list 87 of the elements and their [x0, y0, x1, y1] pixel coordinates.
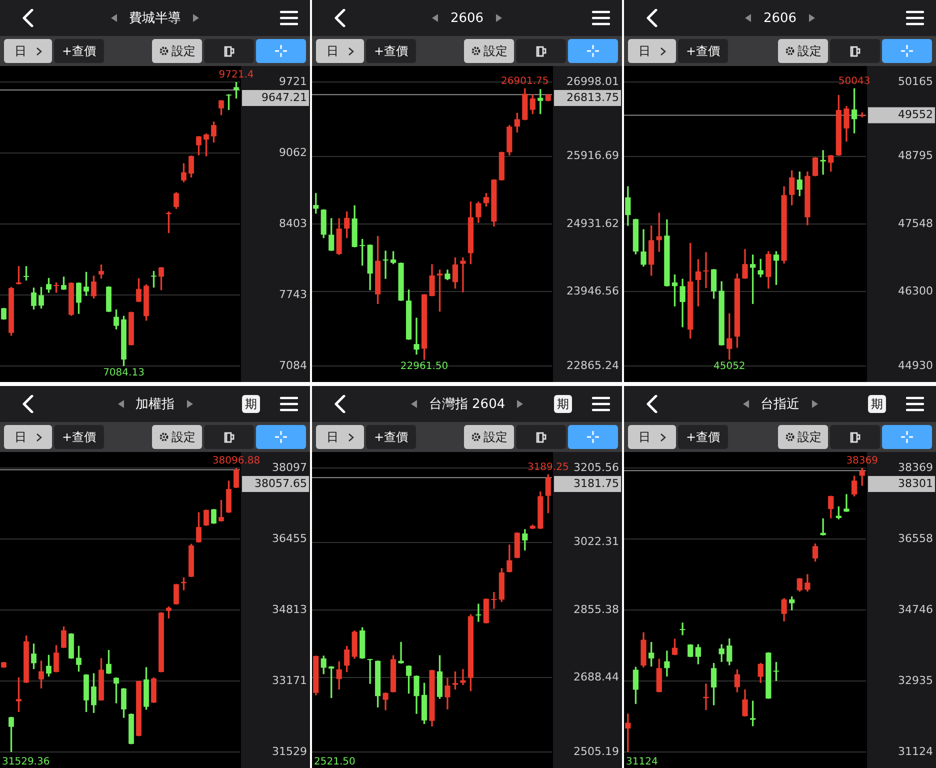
chart-title: 2606 — [763, 10, 797, 26]
text: 日 — [14, 42, 26, 60]
annotation: 22961.50 — [400, 360, 448, 372]
candlestick — [367, 658, 373, 684]
text: 設定 — [798, 428, 822, 446]
annotation: 9721.4 — [218, 70, 254, 81]
y-tick-label: 24931.62 — [566, 216, 619, 230]
y-tick-label: 34813 — [272, 602, 307, 616]
y-tick-label: 48795 — [898, 149, 933, 162]
text: 設定 — [798, 42, 822, 60]
y-tick-label: 26998.01 — [566, 74, 619, 88]
candlestick — [664, 650, 670, 677]
annotation: 50043 — [838, 76, 870, 88]
y-tick-label: 9721 — [279, 74, 307, 88]
text: 期 — [242, 395, 260, 413]
text: +查價 — [62, 42, 96, 60]
y-tick-label: 38097 — [272, 460, 307, 474]
y-tick-label: 36558 — [898, 532, 933, 545]
text: +查價 — [62, 428, 96, 446]
candlestick — [491, 592, 497, 609]
annotation: 38369 — [846, 456, 878, 467]
candlestick — [844, 494, 850, 512]
text: 2521.50 — [314, 756, 356, 768]
text: 31529.36 — [2, 756, 50, 768]
y-tick-label: 23946.56 — [566, 284, 619, 298]
text: 設定 — [484, 42, 508, 60]
y-tick-label: 3022.31 — [574, 535, 619, 548]
candlestick — [382, 250, 388, 279]
y-tick-label: 31124 — [898, 744, 933, 758]
chart-title: 費城半導 — [129, 10, 181, 27]
y-tick-label: 34746 — [898, 602, 933, 616]
annotation: 38096.88 — [212, 456, 260, 467]
y-tick-label: 44930 — [898, 358, 933, 372]
chart-title: 台灣指 2604 — [428, 396, 506, 413]
text: +查價 — [374, 42, 408, 60]
y-tick-label: 3205.56 — [574, 460, 619, 474]
candlestick — [414, 318, 420, 355]
candlestick — [460, 257, 466, 292]
y-tick-label: 31529 — [272, 744, 307, 758]
ref-line-label: 26813.75 — [566, 90, 619, 104]
y-tick-label: 2855.38 — [574, 602, 619, 616]
y-tick-label: 50165 — [898, 74, 933, 88]
candlestick — [703, 252, 709, 288]
y-tick-label: 25916.69 — [566, 149, 619, 162]
ref-line-label: 38057.65 — [254, 476, 307, 490]
text: 日 — [326, 42, 338, 60]
text: 31124 — [626, 756, 658, 768]
text: 設定 — [172, 428, 196, 446]
y-tick-label: 33171 — [272, 674, 307, 687]
text: 設定 — [484, 428, 508, 446]
y-tick-label: 7743 — [279, 288, 307, 301]
y-tick-label: 46300 — [898, 284, 933, 298]
chart-title: 加權指 — [136, 396, 174, 413]
y-tick-label: 38369 — [898, 460, 933, 474]
ref-line-label: 3181.75 — [574, 476, 619, 490]
y-tick-label: 47548 — [898, 216, 933, 230]
ref-line-label: 49552 — [898, 108, 933, 122]
text: 日 — [14, 428, 26, 446]
text: 設定 — [172, 42, 196, 60]
text: 期 — [554, 395, 572, 413]
chart-title: 台指近 — [760, 396, 800, 413]
ref-line-label: 38301 — [898, 476, 933, 490]
candlestick — [398, 642, 404, 664]
text: 日 — [638, 428, 650, 446]
y-tick-label: 32935 — [898, 674, 933, 687]
text: +查價 — [686, 428, 720, 446]
candlestick — [476, 604, 482, 622]
candlestick — [680, 622, 686, 636]
chart-title: 2606 — [450, 10, 484, 26]
ref-line-label: 9647.21 — [262, 90, 307, 104]
y-tick-label: 9062 — [279, 146, 307, 159]
y-tick-label: 2505.19 — [574, 744, 619, 758]
y-tick-label: 22865.24 — [566, 358, 619, 372]
text: +查價 — [686, 42, 720, 60]
y-tick-label: 2688.44 — [574, 670, 619, 684]
text: 日 — [326, 428, 338, 446]
annotation: 3189.25 — [527, 462, 569, 474]
annotation: 45052 — [713, 360, 746, 372]
candlestick — [820, 150, 826, 175]
y-tick-label: 36455 — [272, 532, 307, 545]
text: 日 — [638, 42, 650, 60]
y-tick-label: 7084 — [279, 358, 307, 372]
annotation: 7084.13 — [103, 368, 144, 379]
y-tick-label: 8403 — [279, 216, 307, 230]
annotation: 26901.75 — [501, 76, 549, 88]
text: +查價 — [374, 428, 408, 446]
text: 期 — [868, 395, 886, 413]
